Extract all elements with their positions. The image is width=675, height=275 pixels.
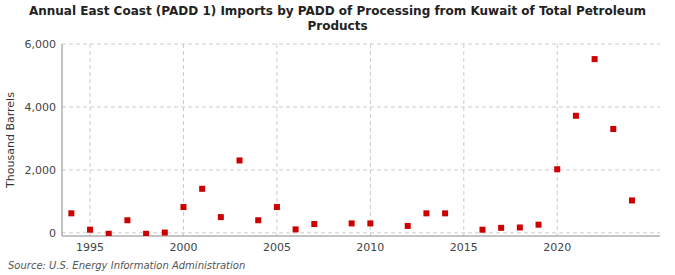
- grid-line: [62, 169, 660, 170]
- point: [592, 56, 598, 62]
- title-line: Annual East Coast (PADD 1) Imports by PA…: [29, 4, 646, 18]
- point: [255, 217, 261, 223]
- point: [162, 230, 168, 236]
- point: [367, 220, 373, 226]
- y-axis-label: Thousand Barrels: [4, 92, 17, 189]
- point: [106, 231, 112, 236]
- tick-label: 6,000: [25, 38, 57, 51]
- tick-label: 2015: [450, 241, 478, 254]
- point: [199, 186, 205, 192]
- chart: Annual East Coast (PADD 1) Imports by PA…: [0, 0, 675, 275]
- x-axis-line: [62, 236, 660, 237]
- tick-label: 2020: [543, 241, 571, 254]
- tick-label: 4,000: [25, 101, 57, 114]
- tick-label: 1995: [76, 241, 104, 254]
- point: [293, 226, 299, 232]
- grid-line: [370, 44, 371, 236]
- point: [124, 217, 130, 223]
- tick-label: 2010: [356, 241, 384, 254]
- point: [517, 225, 523, 231]
- point: [311, 221, 317, 227]
- grid-line: [62, 232, 660, 233]
- point: [629, 197, 635, 203]
- point: [349, 220, 355, 226]
- y-axis-line: [62, 44, 63, 236]
- grid-line: [463, 44, 464, 236]
- point: [87, 227, 93, 233]
- grid-line: [557, 44, 558, 236]
- point: [498, 225, 504, 231]
- point: [180, 204, 186, 210]
- grid-line: [90, 44, 91, 236]
- point: [218, 214, 224, 220]
- point: [423, 210, 429, 216]
- point: [442, 210, 448, 216]
- tick-label: 2000: [169, 241, 197, 254]
- tick-label: 2,000: [25, 164, 57, 177]
- point: [536, 222, 542, 228]
- title-line: Products: [307, 19, 367, 33]
- grid-line: [62, 44, 660, 45]
- tick-label: 0: [49, 227, 56, 240]
- source-note: Source: U.S. Energy Information Administ…: [8, 260, 245, 271]
- grid-line: [62, 106, 660, 107]
- point: [573, 113, 579, 119]
- tick-label: 2005: [263, 241, 291, 254]
- point: [479, 227, 485, 233]
- point: [274, 204, 280, 210]
- point: [405, 223, 411, 229]
- point: [610, 126, 616, 132]
- point: [143, 231, 149, 236]
- point: [237, 157, 243, 163]
- point: [554, 166, 560, 172]
- point: [68, 210, 74, 216]
- title: Annual East Coast (PADD 1) Imports by PA…: [29, 4, 646, 33]
- points: [68, 56, 635, 236]
